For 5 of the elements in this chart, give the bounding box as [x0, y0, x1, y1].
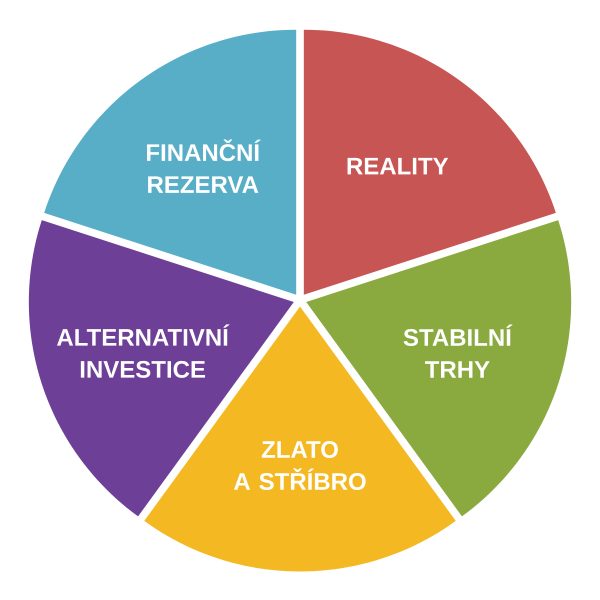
slice-label: REALITY — [348, 158, 448, 174]
slice-label: ALTERNATIVNÍ INVESTICE — [56, 324, 230, 378]
slice-label: STABILNÍ TRHY — [404, 324, 512, 378]
slice-label: FINANČNÍ REZERVA — [147, 139, 261, 193]
slice-label: ZLATO A STŘÍBRO — [234, 440, 366, 490]
